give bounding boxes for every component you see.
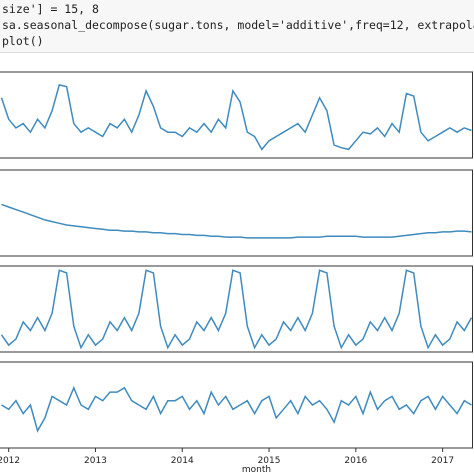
plot-frame	[0, 169, 473, 257]
plot-frame	[0, 361, 473, 449]
x-tick-label: 2012	[0, 456, 20, 466]
series-line	[0, 269, 473, 350]
plot-frame	[0, 265, 473, 353]
series-line	[0, 84, 472, 151]
plot-frame	[0, 71, 473, 159]
x-tick-label: 2015	[258, 456, 281, 466]
series-line	[1, 385, 472, 433]
code-line: sa.seasonal_decompose(sugar.tons, model=…	[2, 18, 474, 32]
x-axis-label: month	[242, 465, 271, 474]
code-line: plot()	[2, 34, 44, 48]
series-line	[1, 203, 472, 239]
x-tick-label: 2017	[431, 456, 454, 466]
x-tick-label: 2013	[84, 456, 107, 466]
code-line: size'] = 15, 8	[2, 2, 99, 16]
x-tick-label: 2016	[344, 456, 367, 466]
x-tick-label: 2014	[171, 456, 194, 466]
code-cell: size'] = 15, 8 sa.seasonal_decompose(sug…	[0, 0, 474, 53]
